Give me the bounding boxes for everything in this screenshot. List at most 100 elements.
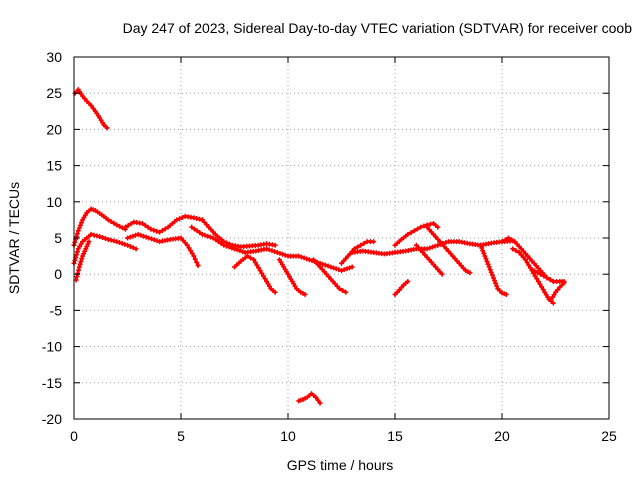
data-point-marker xyxy=(550,300,556,306)
data-point-marker xyxy=(264,246,270,252)
data-point-marker xyxy=(252,259,258,265)
data-segment xyxy=(115,223,127,231)
data-point-marker xyxy=(437,241,443,247)
data-point-marker xyxy=(330,265,336,271)
data-point-marker xyxy=(159,228,165,234)
data-point-marker xyxy=(189,250,195,256)
data-point-marker xyxy=(424,246,430,252)
data-point-marker xyxy=(509,237,515,243)
data-point-marker xyxy=(202,232,208,238)
data-point-marker xyxy=(157,229,163,235)
data-point-marker xyxy=(484,259,490,265)
data-point-marker xyxy=(191,226,197,232)
data-point-marker xyxy=(213,237,219,243)
x-tick-label: 25 xyxy=(601,428,617,444)
data-point-marker xyxy=(537,281,543,287)
data-point-marker xyxy=(108,237,114,243)
data-segment xyxy=(526,254,536,265)
data-series-arc-17 xyxy=(392,221,441,248)
data-point-marker xyxy=(179,214,185,220)
data-point-marker xyxy=(199,231,205,237)
data-point-marker xyxy=(277,250,283,256)
y-tick-label: -20 xyxy=(42,411,62,427)
x-tick-label: 15 xyxy=(387,428,403,444)
data-point-marker xyxy=(260,273,266,279)
data-point-marker xyxy=(80,93,86,99)
data-point-marker xyxy=(248,255,254,261)
data-point-marker xyxy=(274,249,280,255)
data-point-marker xyxy=(97,234,103,240)
data-segment xyxy=(532,261,543,273)
data-point-marker xyxy=(524,259,530,265)
data-segment xyxy=(123,220,136,229)
data-point-marker xyxy=(272,289,278,295)
data-point-marker xyxy=(340,287,346,293)
axis-ticks: 0 5 10 15 20 25 -20 -15 -10 -5 0 5 10 15 20 25 30 xyxy=(42,49,617,444)
x-axis-label: GPS time / hours xyxy=(287,457,394,473)
y-tick-label: -15 xyxy=(42,375,62,391)
data-point-marker xyxy=(194,215,200,221)
x-tick-label: 10 xyxy=(280,428,296,444)
data-segment xyxy=(444,247,455,258)
y-tick-label: 20 xyxy=(46,121,62,137)
data-point-marker xyxy=(503,291,509,297)
data-point-marker xyxy=(142,222,148,228)
data-point-marker xyxy=(328,264,334,270)
data-segment xyxy=(421,250,431,262)
data-point-marker xyxy=(343,289,349,295)
data-point-marker xyxy=(100,235,106,241)
data-point-marker xyxy=(341,267,347,273)
data-point-marker xyxy=(280,251,286,257)
y-tick-label: -10 xyxy=(42,339,62,355)
data-series-arc-16 xyxy=(392,278,411,297)
data-segment xyxy=(331,279,341,291)
data-point-marker xyxy=(429,244,435,250)
data-point-marker xyxy=(427,245,433,251)
data-point-marker xyxy=(184,242,190,248)
data-point-marker xyxy=(105,217,111,223)
data-point-marker xyxy=(127,234,133,240)
data-point-marker xyxy=(244,253,250,259)
data-segment xyxy=(519,247,530,258)
data-point-marker xyxy=(561,280,567,286)
data-point-marker xyxy=(272,242,278,248)
data-point-marker xyxy=(86,239,92,245)
data-point-marker xyxy=(141,233,147,239)
data-point-marker xyxy=(427,221,433,227)
data-point-marker xyxy=(218,240,224,246)
data-point-marker xyxy=(111,220,117,226)
data-series-arc-21 xyxy=(478,242,509,297)
data-point-marker xyxy=(77,222,83,228)
data-series-arc-9 xyxy=(232,253,278,295)
y-tick-label: 30 xyxy=(46,49,62,65)
data-point-marker xyxy=(322,262,328,268)
data-point-marker xyxy=(117,223,123,229)
data-point-marker xyxy=(358,242,364,248)
data-point-marker xyxy=(547,277,553,283)
data-point-marker xyxy=(88,103,94,109)
data-series-arc-14 xyxy=(339,239,377,266)
data-point-marker xyxy=(259,270,265,276)
data-point-marker xyxy=(408,230,414,236)
data-point-marker xyxy=(333,266,339,272)
data-point-marker xyxy=(349,264,355,270)
y-tick-label: 0 xyxy=(54,266,62,282)
data-point-marker xyxy=(162,226,168,232)
data-point-marker xyxy=(237,248,243,254)
data-point-marker xyxy=(355,244,361,250)
data-point-marker xyxy=(435,224,441,230)
data-point-marker xyxy=(251,257,257,263)
data-point-marker xyxy=(130,233,136,239)
data-point-marker xyxy=(502,237,508,243)
data-series-arc-12 xyxy=(296,391,323,406)
data-point-marker xyxy=(306,257,312,263)
data-point-marker xyxy=(135,231,141,237)
data-point-marker xyxy=(534,276,540,282)
data-point-marker xyxy=(125,242,130,248)
data-point-marker xyxy=(347,265,353,271)
data-point-marker xyxy=(226,244,232,250)
y-tick-label: 25 xyxy=(46,85,62,101)
data-segment xyxy=(513,240,523,251)
data-point-marker xyxy=(320,261,326,267)
